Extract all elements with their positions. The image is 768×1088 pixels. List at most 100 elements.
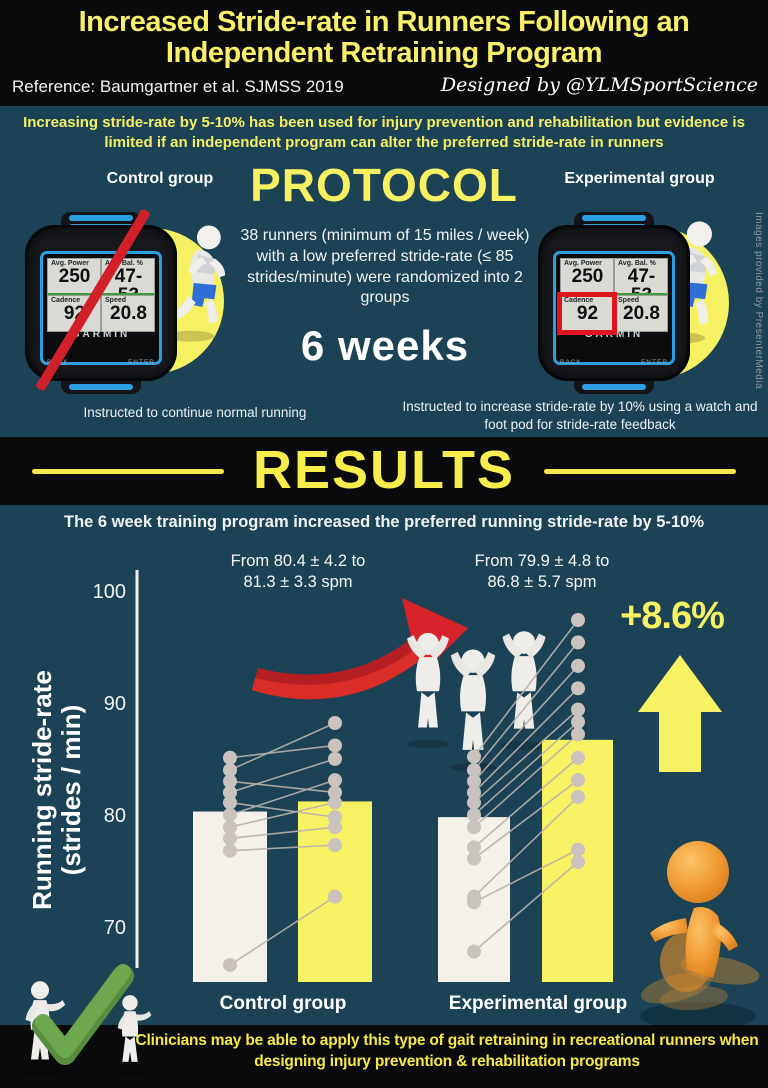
pre-dot [467, 895, 481, 910]
y-tick-100: 100 [92, 581, 126, 603]
results-subtitle: The 6 week training program increased th… [63, 513, 704, 531]
pre-dot [223, 785, 237, 800]
pair-line [473, 779, 579, 860]
chart-experimental-group-label: Experimental group [448, 993, 628, 1014]
title-line-1: Increased Stride-rate in Runners Followi… [78, 6, 690, 38]
experimental-annotation: From 79.9 ± 4.8 to 86.8 ± 5.7 spm [474, 552, 610, 591]
pre-dot [223, 957, 237, 972]
header: Increased Stride-rate in Runners Followi… [0, 0, 768, 106]
watch-field-label: Avg. Bal. % [105, 260, 143, 267]
protocol-duration: 6 weeks [300, 322, 470, 369]
y-tick-90: 90 [103, 693, 126, 715]
pair-line [473, 721, 579, 816]
pre-dot [467, 749, 481, 764]
designed-by-credit: Designed by @YLMSportScience [440, 74, 758, 96]
control-annotation: From 80.4 ± 4.2 to 81.3 ± 3.3 spm [230, 552, 366, 591]
y-tick-80: 80 [103, 805, 126, 827]
watch-field-label: Cadence [51, 297, 81, 304]
pair-line [229, 801, 336, 818]
pre-dot [467, 944, 481, 959]
yellow-up-arrow-icon [638, 655, 722, 772]
post-dot [571, 750, 585, 765]
reference-text: Reference: Baumgartner et al. SJMSS 2019 [12, 77, 344, 96]
post-dot [571, 854, 585, 869]
results-banner: RESULTS [0, 437, 768, 505]
post-dot [571, 727, 585, 742]
pair-line [229, 895, 336, 966]
post-dot [571, 702, 585, 717]
post-dot [571, 613, 585, 627]
pair-line [473, 665, 579, 782]
pair-line [473, 733, 579, 828]
post-dot [328, 810, 342, 825]
pre-dot [467, 807, 481, 822]
dots-layer [223, 613, 585, 972]
control-group-label: Control group [106, 170, 214, 187]
lifting-figure [406, 632, 450, 749]
post-dot [328, 738, 342, 753]
watch-button-enter: ENTER [127, 359, 155, 366]
post-dot [328, 751, 342, 766]
pre-dot [223, 807, 237, 822]
bars-layer [193, 739, 613, 982]
post-dot [571, 789, 585, 804]
y-tick-70: 70 [103, 917, 126, 939]
watch-button-back: BACK [560, 359, 582, 366]
post-dot [328, 838, 342, 853]
protocol-description: 38 runners (minimum of 15 miles / week) … [240, 227, 530, 307]
pair-line [229, 779, 336, 816]
watch-field-value: 250 [58, 266, 91, 287]
control-caption: Instructed to continue normal running [83, 405, 307, 420]
yellow-divider-line [544, 469, 736, 474]
pair-line [473, 796, 579, 898]
watch-field-value: 47-53 [114, 266, 143, 293]
pair-line [229, 844, 336, 852]
watch-field-label: Avg. Power [51, 260, 89, 267]
watch-field-value: 47-53 [627, 266, 656, 293]
pre-dot [467, 795, 481, 810]
post-dot [328, 795, 342, 810]
results-heading: RESULTS [252, 440, 515, 500]
pre-dot [467, 840, 481, 855]
watch-field-label: Avg. Bal. % [618, 260, 656, 267]
pre-dot [223, 820, 237, 835]
watch-button-enter: ENTER [640, 359, 668, 366]
pair-line [229, 758, 336, 794]
post-dot [571, 658, 585, 673]
post-dot [328, 773, 342, 788]
watch-field-value: 92 [576, 303, 599, 324]
post-dot [571, 842, 585, 857]
post-dot [328, 716, 342, 731]
post-dot [571, 714, 585, 729]
experimental-group-label: Experimental group [564, 170, 715, 187]
pair-line [229, 722, 336, 771]
pair-line [229, 801, 336, 828]
cadence-highlight-box: Cadence 92 [557, 292, 617, 335]
post-dot [571, 635, 585, 650]
title-line-2: Independent Retraining Program [165, 37, 603, 70]
pair-line [473, 641, 579, 771]
watch-brand: GARMIN [584, 329, 644, 340]
pair-line [473, 709, 579, 804]
pair-line [473, 687, 579, 794]
pair-line [229, 826, 336, 840]
poster-title: Increased Stride-rate in Runners Followi… [0, 0, 768, 70]
conclusion-text: Clinicians may be able to apply this typ… [135, 1032, 759, 1070]
experimental-caption: Instructed to increase stride-rate by 10… [402, 399, 758, 432]
chart-control-group-label: Control group [219, 993, 347, 1014]
watch-field-value: 250 [571, 266, 604, 287]
watch-brand: GARMIN [71, 329, 131, 340]
pre-dot [223, 843, 237, 858]
post-dot [328, 820, 342, 835]
post-dot [328, 889, 342, 904]
image-credit: Images provided by PresenterMedia [753, 212, 764, 390]
pair-line [473, 757, 579, 848]
intro-text: Increasing stride-rate by 5-10% has been… [23, 114, 745, 151]
watch-field-value: 20.8 [110, 303, 147, 324]
